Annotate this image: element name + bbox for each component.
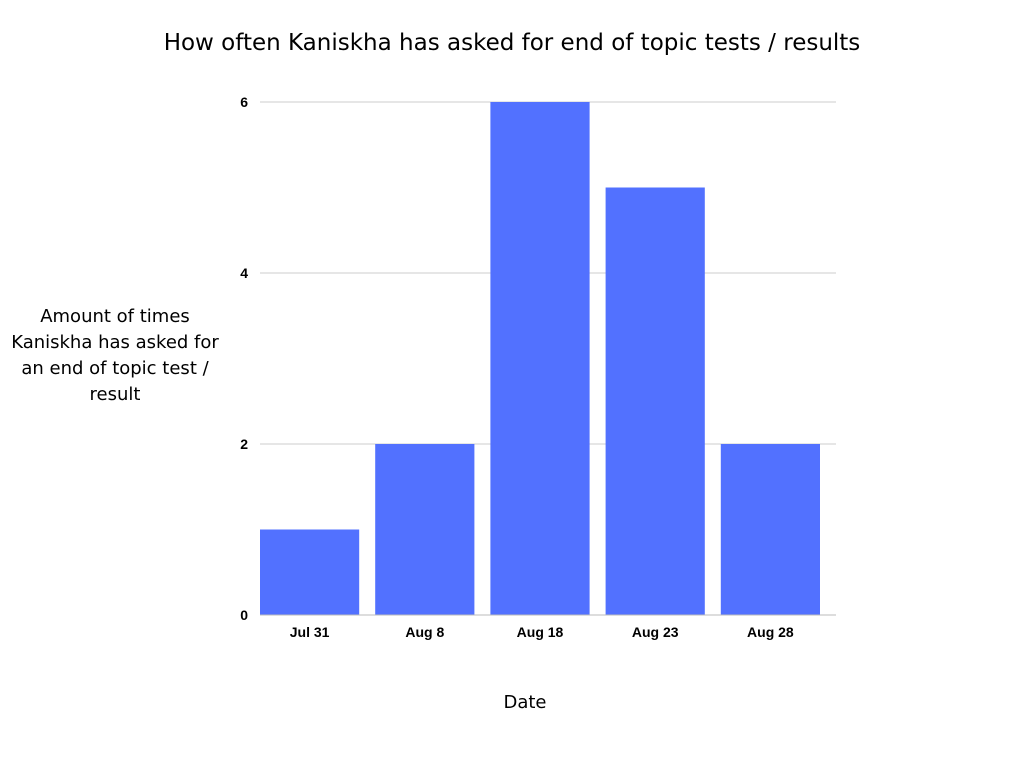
x-tick-label-jul-31: Jul 31 <box>290 624 330 640</box>
y-axis-label: Amount of times Kaniskha has asked for a… <box>11 306 219 405</box>
y-tick-label-4: 4 <box>240 265 248 281</box>
axes: 0 2 4 6 Jul 31 Aug 8 Aug 18 Aug 23 Aug 28 <box>240 94 836 640</box>
y-tick-label-2: 2 <box>240 436 248 452</box>
x-axis-label: Date <box>503 692 547 713</box>
x-tick-label-aug-18: Aug 18 <box>517 624 564 640</box>
bar-jul-31 <box>260 529 360 615</box>
bars <box>260 102 820 615</box>
bar-aug-18 <box>490 102 590 615</box>
bar-aug-8 <box>375 444 475 615</box>
x-tick-label-aug-23: Aug 23 <box>632 624 679 640</box>
x-tick-label-aug-28: Aug 28 <box>747 624 794 640</box>
chart-title: How often Kaniskha has asked for end of … <box>163 30 861 56</box>
x-tick-label-aug-8: Aug 8 <box>405 624 444 640</box>
bar-aug-23 <box>605 187 705 615</box>
y-tick-label-0: 0 <box>240 607 248 623</box>
bar-aug-28 <box>720 444 820 615</box>
y-tick-label-6: 6 <box>240 94 248 110</box>
